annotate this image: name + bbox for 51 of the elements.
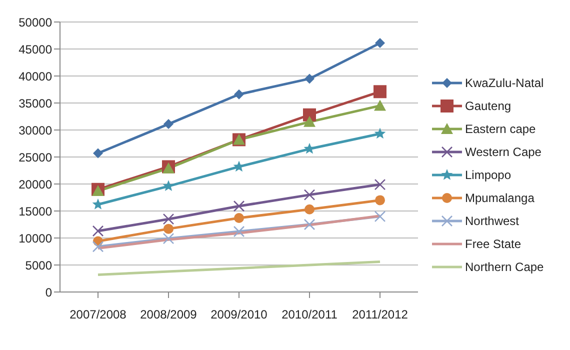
point — [374, 178, 386, 190]
x-tick-label: 2009/2010 — [210, 308, 268, 322]
point — [164, 119, 174, 130]
point — [234, 89, 244, 100]
x-tick-label: 2010/2011 — [282, 308, 338, 322]
x-tick-label: 2008/2009 — [140, 308, 198, 322]
point — [304, 116, 316, 127]
y-tick-label: 5000 — [25, 258, 52, 272]
point — [304, 189, 316, 200]
legend-label: Gauteng — [465, 99, 512, 113]
x-tick-label: 2007/2008 — [70, 308, 127, 322]
point — [233, 200, 245, 212]
point — [304, 74, 314, 84]
point — [304, 142, 316, 154]
point — [93, 148, 103, 158]
point — [92, 240, 104, 252]
y-tick-label: 30000 — [18, 123, 52, 138]
point — [164, 224, 174, 234]
point — [375, 195, 385, 206]
legend-label: Northwest — [465, 214, 520, 228]
y-tick-label: 10000 — [18, 231, 52, 246]
y-tick-label: 40000 — [18, 69, 52, 84]
line-series — [96, 260, 382, 276]
legend-label: Eastern cape — [465, 122, 536, 136]
y-tick-label: 15000 — [18, 204, 52, 218]
y-tick-label: 50000 — [18, 15, 52, 30]
legend-label: Limpopo — [465, 168, 512, 182]
point — [234, 213, 244, 224]
legend-label: Western Cape — [465, 145, 542, 159]
point — [92, 225, 104, 237]
point — [374, 128, 386, 139]
legend-label: Free State — [465, 237, 522, 251]
y-tick-label: 20000 — [18, 177, 52, 192]
y-tick-label: 25000 — [18, 150, 52, 164]
point — [375, 38, 385, 48]
y-tick-label: 45000 — [18, 42, 52, 56]
point — [162, 232, 174, 244]
point — [92, 185, 104, 196]
legend-label: KwaZulu-Natal — [465, 76, 544, 90]
point — [374, 100, 386, 111]
point — [162, 213, 174, 225]
point — [233, 226, 245, 238]
point — [304, 204, 314, 214]
legend-label: Mpumalanga — [465, 191, 534, 205]
point — [374, 210, 386, 222]
legend-label: Northern Cape — [465, 260, 544, 274]
point — [304, 218, 316, 230]
point — [374, 85, 386, 98]
y-tick-label: 0 — [45, 285, 52, 300]
x-tick-label: 2011/2012 — [352, 308, 408, 322]
y-tick-label: 35000 — [18, 96, 52, 110]
